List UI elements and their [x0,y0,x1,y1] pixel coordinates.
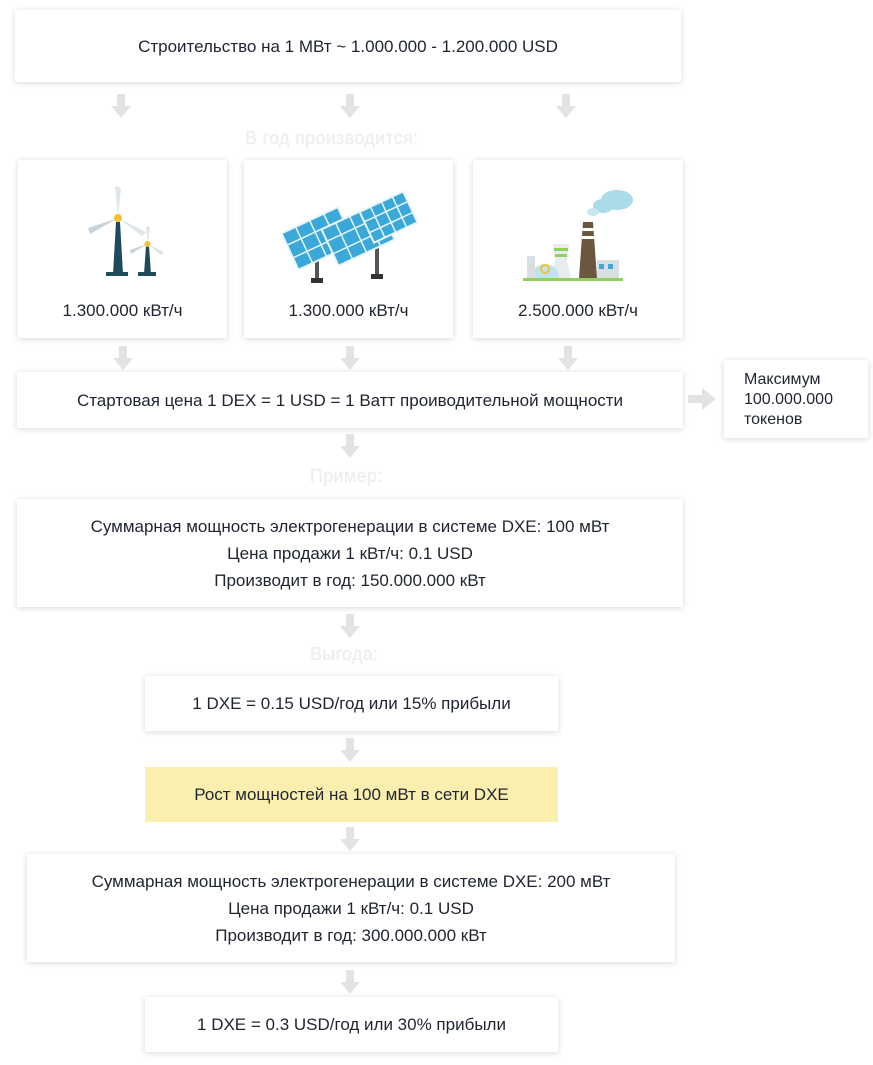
growth-text: Рост мощностей на 100 мВт в сети DXE [194,785,509,804]
arrow-down-icon [113,346,133,370]
growth-box: Рост мощностей на 100 мВт в сети DXE [145,767,558,822]
card-wind: 1.300.000 кВт/ч [18,160,227,338]
example-2-box: Суммарная мощность электрогенерации в си… [27,854,675,962]
card-solar-value: 1.300.000 кВт/ч [288,301,409,320]
example-1-line-2: Цена продажи 1 кВт/ч: 0.1 USD [227,543,473,563]
example-1-line-1: Суммарная мощность электрогенерации в си… [90,516,610,536]
arrow-right-icon [688,388,716,410]
example-1-box: Суммарная мощность электрогенерации в си… [17,499,683,607]
arrow-down-icon [340,614,360,638]
arrow-down-icon [558,346,578,370]
profit-2-text: 1 DXE = 0.3 USD/год или 30% прибыли [197,1015,506,1034]
arrow-down-icon [340,738,360,762]
max-tokens-line-3: токенов [744,411,803,428]
arrow-down-icon [111,94,131,118]
power-plant-icon [473,178,683,288]
arrow-down-icon [340,827,360,851]
start-price-text: Стартовая цена 1 DEX = 1 USD = 1 Ватт пр… [76,390,624,410]
solar-panels-icon [244,178,453,288]
arrow-down-icon [340,434,360,458]
card-solar: 1.300.000 кВт/ч [244,160,453,338]
example-2-line-2: Цена продажи 1 кВт/ч: 0.1 USD [228,898,474,918]
arrow-down-icon [340,346,360,370]
caption-example: Пример: [310,466,383,486]
card-plant: 2.500.000 кВт/ч [473,160,683,338]
card-wind-value: 1.300.000 кВт/ч [62,301,183,320]
arrow-down-icon [340,970,360,994]
construction-cost-box: Строительство на 1 МВт ~ 1.000.000 - 1.2… [15,10,681,82]
example-2-line-1: Суммарная мощность электрогенерации в си… [91,871,611,891]
profit-2-box: 1 DXE = 0.3 USD/год или 30% прибыли [145,997,558,1052]
wind-turbines-icon [18,178,227,288]
example-1-line-3: Производит в год: 150.000.000 кВт [214,570,486,590]
arrow-down-icon [556,94,576,118]
caption-per-year: В год производится: [245,128,419,148]
caption-profit: Выгода: [310,644,379,664]
construction-cost-text: Строительство на 1 МВт ~ 1.000.000 - 1.2… [138,36,558,56]
profit-1-box: 1 DXE = 0.15 USD/год или 15% прибыли [145,676,558,731]
example-2-line-3: Производит в год: 300.000.000 кВт [215,925,487,945]
card-plant-value: 2.500.000 кВт/ч [518,301,638,320]
start-price-box: Стартовая цена 1 DEX = 1 USD = 1 Ватт пр… [17,372,683,428]
max-tokens-line-2: 100.000.000 [744,391,833,408]
max-tokens-box: Максимум 100.000.000 токенов [724,360,868,438]
max-tokens-line-1: Максимум [744,371,821,388]
arrow-down-icon [340,94,360,118]
profit-1-text: 1 DXE = 0.15 USD/год или 15% прибыли [192,694,511,713]
